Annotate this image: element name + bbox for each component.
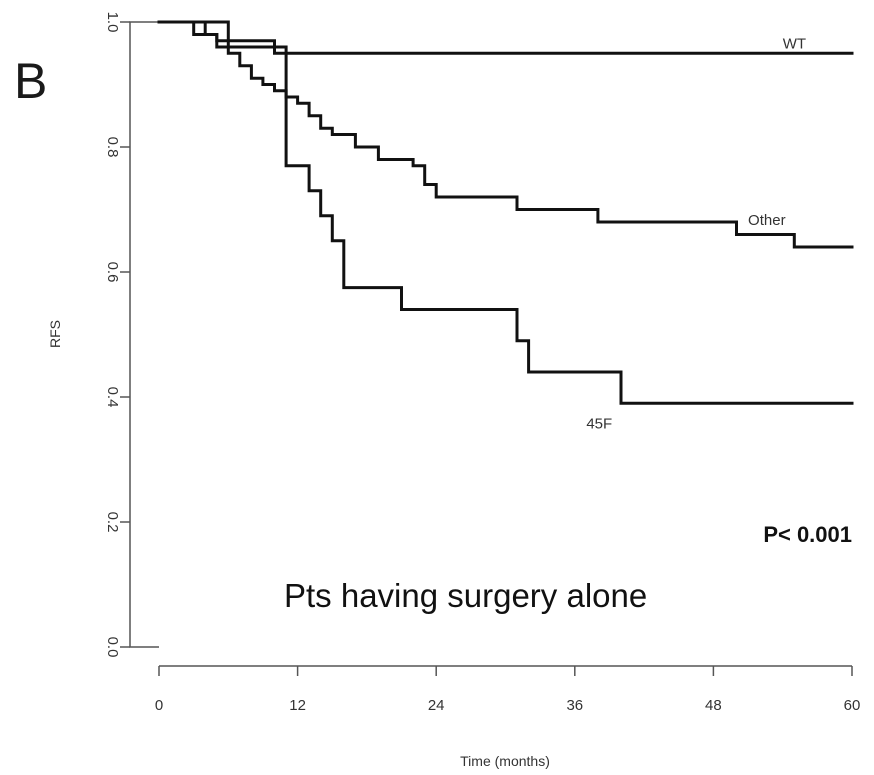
x-tick-label: 36: [566, 697, 583, 714]
x-tick-label: 48: [705, 697, 722, 714]
y-axis-line: [129, 21, 159, 648]
y-tick-label: 0.2: [104, 512, 121, 533]
x-tick-label: 60: [844, 697, 861, 714]
curve-label-wt: WT: [783, 35, 806, 52]
y-tick-label: 0.4: [104, 387, 121, 408]
curve-label-45f: 45F: [586, 415, 612, 432]
ticks: 0 12 24 36 48 60 0.0 0.2 0.4 0.6 0.8 1.0: [104, 12, 860, 714]
series-line-other: [157, 20, 854, 249]
y-tick-label: 0.6: [104, 262, 121, 283]
curves: [157, 20, 854, 405]
x-tick-label: 12: [289, 697, 306, 714]
series-line-wt: [157, 20, 854, 55]
y-tick-label: 0.0: [104, 637, 121, 658]
x-tick-label: 24: [428, 697, 445, 714]
p-value: P< 0.001: [763, 522, 852, 547]
axes: [129, 21, 852, 667]
curve-label-other: Other: [748, 212, 786, 229]
y-tick-label: 0.8: [104, 137, 121, 158]
series-line-45f: [157, 20, 854, 405]
x-axis-label: Time (months): [460, 753, 550, 769]
curve-labels: WT Other 45F: [586, 35, 806, 432]
panel-letter: B: [14, 53, 47, 109]
x-tick-label: 0: [155, 697, 163, 714]
y-tick-label: 1.0: [104, 12, 121, 33]
caption: Pts having surgery alone: [284, 577, 647, 614]
y-axis-label: RFS: [47, 320, 63, 348]
